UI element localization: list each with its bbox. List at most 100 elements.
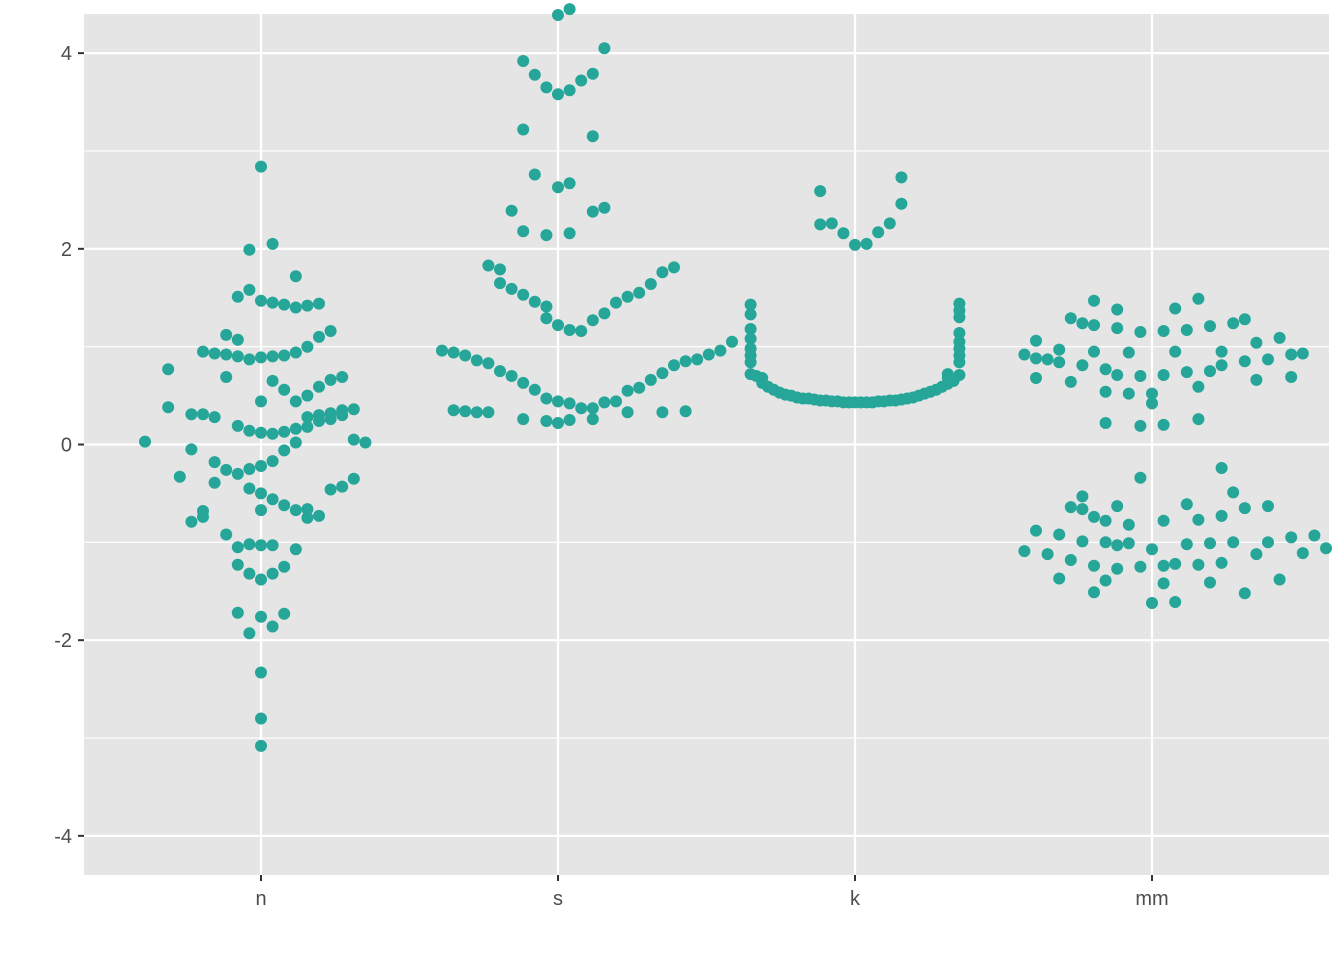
- data-point: [1053, 528, 1066, 541]
- data-point: [173, 470, 186, 483]
- data-point: [1238, 313, 1251, 326]
- data-point: [266, 620, 279, 633]
- data-point: [854, 396, 867, 409]
- data-point: [598, 42, 611, 55]
- data-point: [266, 455, 279, 468]
- data-point: [895, 171, 908, 184]
- data-point: [586, 67, 599, 80]
- data-point: [1088, 510, 1100, 523]
- data-point: [208, 411, 221, 424]
- data-point: [289, 346, 302, 359]
- data-point: [702, 348, 715, 361]
- data-point: [953, 297, 966, 310]
- data-point: [843, 396, 856, 409]
- data-point: [1204, 537, 1216, 550]
- data-point: [656, 367, 669, 380]
- data-point: [301, 340, 314, 353]
- data-point: [459, 349, 472, 362]
- data-point: [552, 417, 564, 429]
- data-point: [1215, 359, 1228, 372]
- data-point: [220, 328, 233, 341]
- data-point: [785, 389, 798, 402]
- data-point: [324, 373, 337, 386]
- data-point: [633, 286, 646, 299]
- data-point: [895, 197, 908, 210]
- data-point: [773, 386, 786, 399]
- data-point: [1215, 462, 1228, 474]
- data-point: [1273, 331, 1286, 344]
- x-tick-label: n: [255, 888, 266, 910]
- data-point: [1308, 529, 1321, 542]
- data-point: [255, 504, 267, 517]
- data-point: [849, 238, 861, 251]
- data-point: [359, 436, 372, 449]
- data-point: [668, 261, 680, 274]
- data-point: [505, 282, 518, 295]
- data-point: [459, 405, 472, 418]
- data-point: [1169, 345, 1182, 358]
- data-point: [621, 290, 634, 303]
- data-point: [1099, 536, 1112, 549]
- data-point: [528, 295, 541, 308]
- data-point: [243, 424, 256, 437]
- data-point: [289, 436, 302, 449]
- data-point: [162, 401, 175, 414]
- data-point: [540, 81, 553, 94]
- data-point: [231, 541, 244, 554]
- data-point: [1053, 343, 1066, 356]
- data-point: [231, 558, 244, 571]
- data-point: [494, 277, 506, 290]
- data-point: [289, 543, 302, 556]
- data-point: [1262, 353, 1274, 366]
- data-point: [1169, 302, 1182, 315]
- data-point: [866, 396, 879, 409]
- data-point: [1099, 417, 1112, 429]
- data-point: [528, 383, 541, 396]
- data-point: [278, 499, 291, 512]
- data-point: [266, 296, 279, 309]
- data-point: [139, 435, 151, 448]
- data-point: [505, 204, 518, 217]
- data-point: [1134, 560, 1147, 573]
- data-point: [208, 456, 221, 469]
- data-point: [1157, 559, 1170, 572]
- data-point: [540, 300, 553, 313]
- data-point: [255, 712, 267, 725]
- data-point: [336, 371, 349, 383]
- data-point: [1064, 312, 1077, 325]
- data-point: [644, 373, 657, 386]
- data-point: [208, 476, 221, 489]
- data-point: [278, 298, 291, 311]
- data-point: [301, 503, 314, 516]
- data-point: [633, 381, 646, 394]
- data-point: [278, 383, 291, 396]
- data-point: [301, 511, 314, 524]
- data-point: [1099, 514, 1112, 527]
- data-point: [860, 237, 873, 250]
- data-point: [494, 263, 506, 276]
- data-point: [552, 9, 564, 21]
- data-point: [912, 389, 925, 402]
- data-point: [598, 307, 611, 320]
- data-point: [1204, 320, 1216, 333]
- data-point: [656, 406, 669, 419]
- data-point: [313, 415, 325, 427]
- data-point: [278, 425, 291, 438]
- data-point: [1157, 418, 1170, 431]
- data-point: [1146, 397, 1158, 410]
- data-point: [621, 384, 634, 397]
- data-point: [1250, 548, 1263, 561]
- x-tick-label: k: [850, 888, 861, 910]
- data-point: [878, 395, 890, 408]
- data-point: [220, 528, 233, 541]
- data-point: [1030, 334, 1042, 347]
- data-point: [231, 290, 244, 303]
- data-point: [301, 420, 314, 433]
- data-point: [266, 567, 279, 580]
- data-point: [1296, 547, 1309, 560]
- data-point: [447, 404, 460, 417]
- data-point: [266, 350, 279, 363]
- data-point: [1262, 500, 1274, 513]
- data-point: [586, 413, 599, 426]
- data-point: [301, 389, 314, 402]
